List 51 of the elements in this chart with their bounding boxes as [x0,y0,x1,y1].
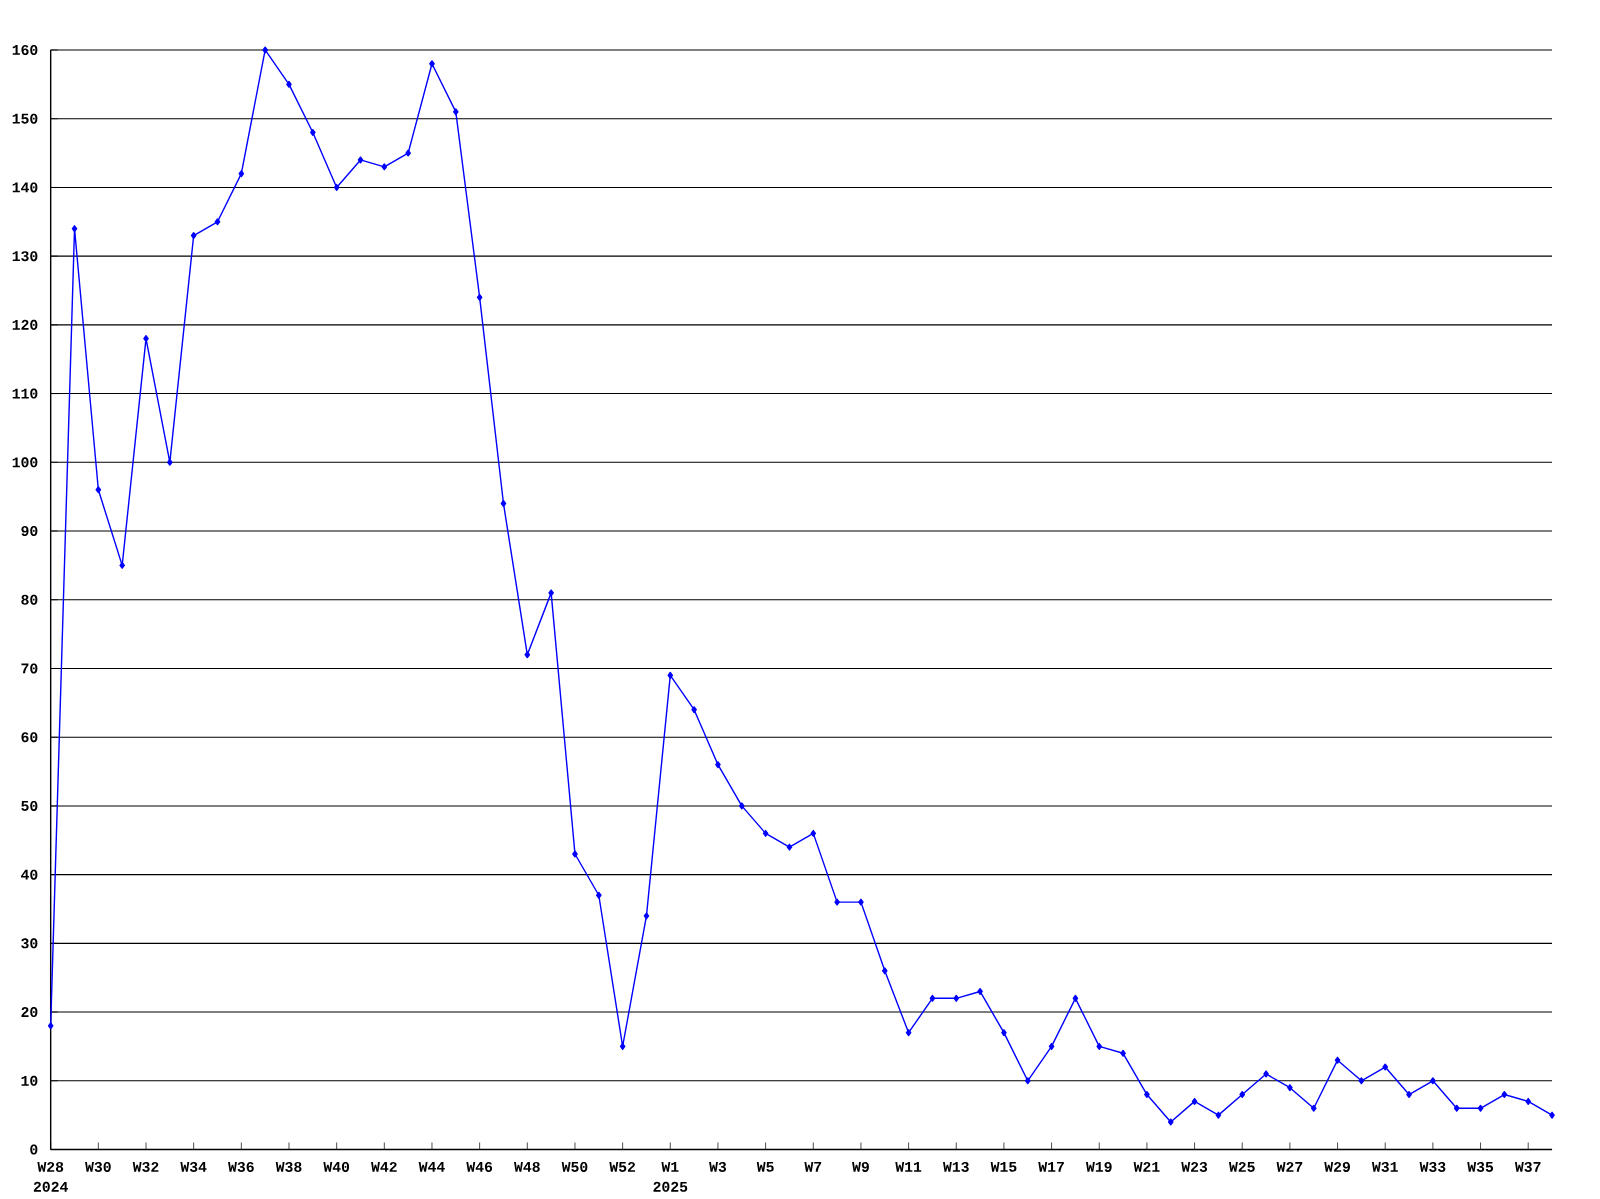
y-tick-label: 80 [21,594,38,605]
y-tick-label: 110 [12,388,38,399]
x-tick-label: W50 [561,1161,588,1172]
y-tick-label: 50 [21,800,38,811]
y-tick-label: 100 [12,457,38,468]
y-tick-label: 0 [30,1144,38,1155]
x-tick-label: W40 [323,1161,350,1172]
x-tick-label: W42 [371,1161,397,1172]
y-tick-label: 160 [12,44,38,55]
x-tick-label: W37 [1514,1161,1541,1172]
text: 2025 [653,1181,688,1192]
y-tick-label: 60 [21,731,38,742]
x-tick-label: W32 [132,1161,159,1172]
y-tick-label: 10 [21,1075,38,1086]
x-tick-label: W33 [1419,1161,1446,1172]
x-tick-label: W17 [1038,1161,1064,1172]
y-tick-label: 40 [21,869,38,880]
y-tick-label: 120 [12,319,38,330]
x-tick-label: W19 [1085,1161,1112,1172]
x-tick-label: W7 [804,1161,822,1172]
x-tick-label: W52 [609,1161,636,1172]
x-tick-label: W13 [942,1161,969,1172]
x-tick-label: W5 [756,1161,774,1172]
y-tick-label: 90 [21,525,38,536]
x-tick-label: W27 [1276,1161,1303,1172]
x-tick-label: W46 [466,1161,493,1172]
x-tick-label: W23 [1181,1161,1208,1172]
y-tick-label: 130 [12,250,38,261]
y-tick-label: 30 [21,938,38,949]
y-tick-label: 70 [21,663,38,674]
x-tick-label: W9 [852,1161,869,1172]
x-tick-label: W1 [661,1161,679,1172]
x-tick-label: W31 [1371,1161,1398,1172]
x-tick-label: W34 [180,1161,207,1172]
x-tick-label: W11 [895,1161,922,1172]
x-tick-label: W3 [709,1161,727,1172]
x-tick-label: W21 [1133,1161,1160,1172]
x-tick-label: W38 [275,1161,302,1172]
x-tick-label: W25 [1228,1161,1255,1172]
x-tick-label: W35 [1467,1161,1494,1172]
x-tick-label: W15 [990,1161,1017,1172]
x-tick-label: W30 [85,1161,111,1172]
y-tick-label: 140 [12,182,38,193]
y-tick-label: 150 [12,113,38,124]
x-tick-label: W36 [228,1161,254,1172]
x-tick-label: W44 [418,1161,445,1172]
x-tick-label: W29 [1324,1161,1350,1172]
y-tick-label: 20 [21,1006,38,1017]
x-tick-label: W48 [514,1161,540,1172]
text: 2024 [33,1181,68,1192]
x-tick-label: W28 [37,1161,64,1172]
